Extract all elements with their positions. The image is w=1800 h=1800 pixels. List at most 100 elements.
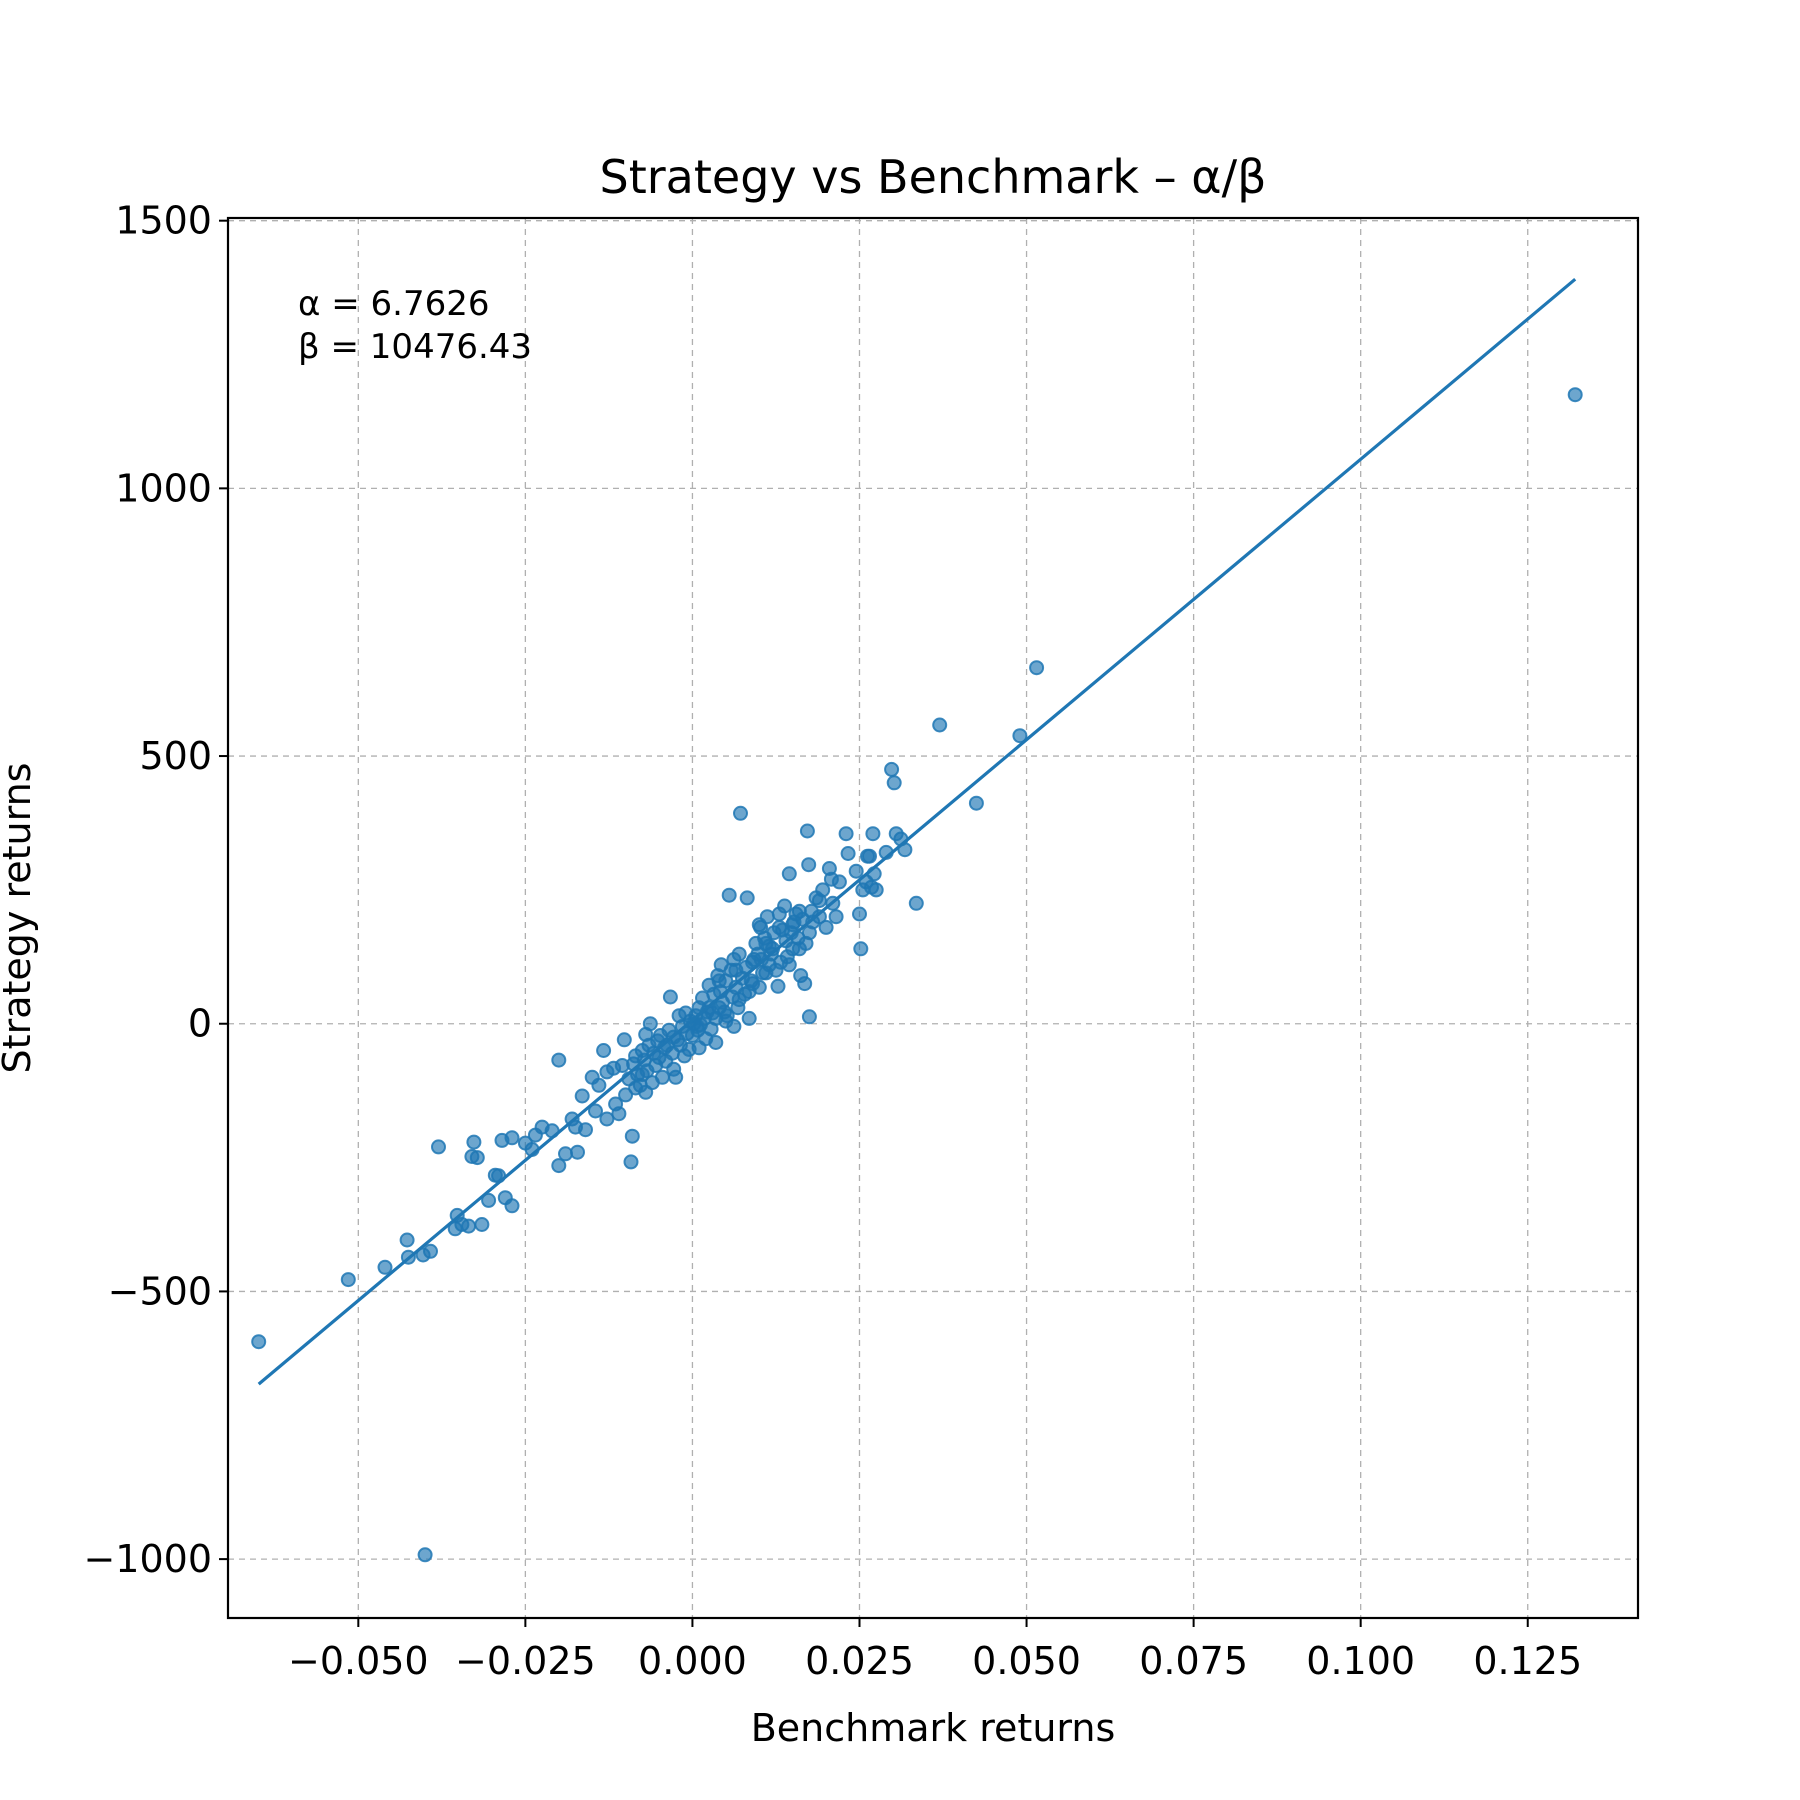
y-tick-label: 1000: [115, 466, 212, 510]
scatter-point: [618, 1087, 634, 1103]
scatter-point: [469, 1150, 485, 1166]
scatter-point: [853, 941, 869, 957]
scatter-point: [799, 823, 815, 839]
scatter-point: [811, 909, 827, 925]
scatter-point: [689, 1018, 705, 1034]
scatter-point: [466, 1134, 482, 1150]
scatter-point: [616, 1032, 632, 1048]
scatter-point: [251, 1334, 267, 1350]
scatter-point: [417, 1547, 433, 1563]
scatter-point: [731, 946, 747, 962]
scatter-point: [591, 1077, 607, 1093]
scatter-point: [801, 925, 817, 941]
scatter-point: [481, 1192, 497, 1208]
scatter-point: [838, 826, 854, 842]
scatter-point: [932, 717, 948, 733]
scatter-point: [753, 952, 769, 967]
scatter-point: [781, 957, 797, 973]
scatter-point: [624, 1128, 640, 1144]
scatter-point: [811, 893, 827, 909]
scatter-point: [623, 1154, 639, 1170]
scatter-point: [558, 1146, 573, 1162]
x-tick-label: 0.050: [972, 1639, 1081, 1683]
scatter-point: [1029, 660, 1045, 676]
axis-ticks: −0.050 −0.025 0.000 0.025 0.050 0.075 0.100 0.1…: [83, 199, 1582, 1683]
scatter-point: [731, 992, 747, 1008]
scatter-point: [628, 1080, 644, 1096]
x-tick-label: 0.025: [805, 1639, 914, 1683]
y-axis-title: Strategy returns: [0, 763, 39, 1074]
scatter-point: [718, 1013, 734, 1029]
x-tick-label: 0.000: [638, 1639, 747, 1683]
y-tick-label: 1500: [115, 199, 212, 243]
scatter-point: [596, 1043, 612, 1058]
x-tick-label: −0.025: [455, 1639, 596, 1683]
scatter-point: [551, 1052, 567, 1068]
scatter-point: [797, 976, 813, 992]
scatter-point: [968, 795, 984, 811]
scatter-point: [340, 1272, 356, 1288]
scatter-point: [848, 863, 864, 879]
regression-line: [257, 277, 1577, 1386]
grid-lines: [228, 218, 1638, 1618]
scatter-point: [828, 909, 844, 925]
scatter-point: [638, 1026, 654, 1042]
beta-annotation: β = 10476.43: [298, 327, 532, 367]
scatter-point: [733, 805, 748, 821]
scatter-point: [504, 1130, 520, 1146]
scatter-point: [570, 1144, 585, 1160]
scatter-point: [741, 1010, 757, 1026]
scatter-point: [551, 1158, 567, 1174]
scatter-point: [634, 1067, 650, 1083]
scatter-point: [852, 906, 867, 922]
scatter-point: [785, 917, 801, 933]
scatter-point: [377, 1259, 393, 1275]
scatter-point: [713, 957, 729, 973]
scatter-point: [599, 1111, 615, 1127]
scatter-point: [728, 962, 744, 978]
scatter-point: [474, 1217, 490, 1232]
scatter-point: [721, 887, 737, 903]
scatter-point: [884, 761, 900, 777]
scatter-point: [611, 1106, 627, 1122]
scatter-point: [908, 895, 924, 911]
scatter-point: [711, 973, 727, 989]
scatter-point: [574, 1088, 590, 1104]
scatter-point: [865, 826, 881, 842]
chart-title: Strategy vs Benchmark – α/β: [600, 150, 1267, 204]
scatter-point: [770, 978, 786, 994]
scatter-point: [614, 1058, 630, 1073]
scatter-point: [1012, 728, 1028, 744]
scatter-points: [251, 387, 1583, 1563]
scatter-point: [654, 1069, 670, 1085]
x-axis-title: Benchmark returns: [751, 1706, 1116, 1750]
scatter-point: [431, 1139, 446, 1155]
scatter-point: [771, 906, 787, 922]
x-tick-label: 0.075: [1139, 1639, 1248, 1683]
scatter-point: [691, 1040, 707, 1056]
scatter-point: [745, 976, 761, 992]
scatter-point: [668, 1069, 684, 1085]
scatter-point: [801, 857, 817, 873]
scatter-point: [399, 1232, 415, 1248]
scatter-point: [504, 1198, 520, 1214]
scatter-point: [662, 989, 678, 1005]
x-tick-label: −0.050: [288, 1639, 429, 1683]
y-tick-label: −1000: [83, 1537, 212, 1581]
scatter-point: [739, 890, 755, 906]
scatter-point: [868, 882, 884, 898]
plot-frame: [226, 216, 1640, 1620]
scatter-point: [840, 846, 856, 861]
scatter-point: [588, 1103, 603, 1119]
alpha-annotation: α = 6.7626: [298, 284, 489, 324]
scatter-point: [781, 866, 797, 882]
scatter-point: [801, 1009, 817, 1025]
scatter-point: [818, 919, 834, 935]
scatter-point: [578, 1122, 593, 1138]
scatter-point: [761, 938, 777, 954]
y-tick-label: 500: [139, 734, 212, 778]
scatter-point: [708, 1035, 724, 1050]
x-tick-label: 0.100: [1306, 1639, 1415, 1683]
y-tick-label: 0: [188, 1002, 212, 1046]
